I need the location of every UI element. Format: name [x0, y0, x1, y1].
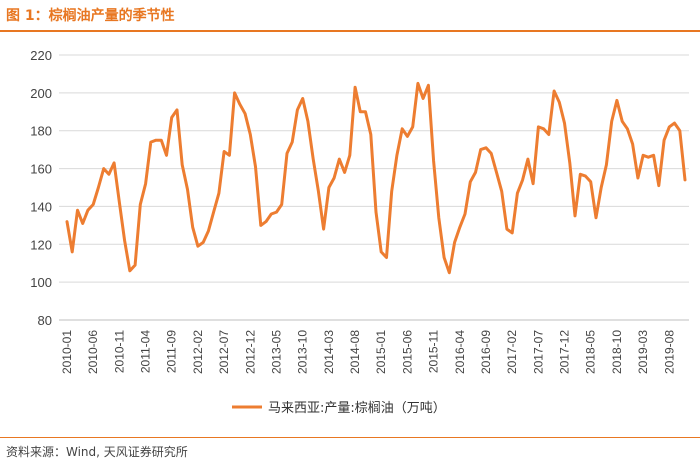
x-tick-label: 2018-10 — [610, 330, 624, 374]
x-tick-label: 2019-08 — [662, 330, 676, 374]
x-tick-label: 2010-06 — [86, 330, 100, 374]
source-note: 资料来源：Wind, 天风证券研究所 — [6, 445, 188, 459]
bottom-divider — [0, 437, 700, 438]
chart-title: 图 1：棕榈油产量的季节性 — [6, 8, 175, 24]
x-tick-label: 2014-03 — [322, 330, 336, 374]
series-line — [65, 81, 687, 275]
x-tick-label: 2011-04 — [139, 330, 153, 373]
x-tick-label: 2017-07 — [531, 330, 545, 374]
legend: 马来西亚:产量:棕榈油（万吨） — [232, 401, 446, 416]
x-tick-label: 2010-11 — [112, 330, 126, 373]
x-tick-label: 2018-05 — [584, 330, 598, 374]
y-tick-label: 180 — [30, 124, 52, 139]
x-tick-label: 2019-03 — [636, 330, 650, 374]
x-tick-label: 2012-02 — [191, 330, 205, 374]
x-tick-label: 2012-12 — [243, 330, 257, 374]
x-axis-ticks: 2010-01 2010-06 2010-11 2011-04 2011-09 2012-… — [60, 330, 676, 374]
y-axis-ticks: 80 100 120 140 160 180 200 220 — [30, 48, 52, 328]
x-tick-label: 2015-11 — [427, 330, 441, 373]
y-tick-label: 220 — [30, 48, 52, 63]
y-tick-label: 160 — [30, 162, 52, 177]
x-tick-label: 2015-06 — [400, 330, 414, 374]
x-tick-label: 2016-04 — [453, 330, 467, 374]
x-tick-label: 2010-01 — [60, 330, 74, 374]
y-tick-label: 200 — [30, 86, 52, 101]
x-tick-label: 2011-09 — [165, 330, 179, 373]
y-tick-label: 80 — [38, 313, 52, 328]
x-tick-label: 2017-02 — [505, 330, 519, 374]
y-tick-label: 120 — [30, 237, 52, 252]
top-divider — [0, 30, 700, 32]
x-tick-label: 2016-09 — [479, 330, 493, 374]
x-tick-label: 2013-10 — [296, 330, 310, 374]
x-tick-label: 2012-07 — [217, 330, 231, 374]
legend-label: 马来西亚:产量:棕榈油（万吨） — [268, 401, 446, 416]
grid-lines — [59, 54, 689, 321]
y-tick-label: 100 — [30, 275, 52, 290]
x-tick-label: 2017-12 — [558, 330, 572, 374]
x-tick-label: 2013-05 — [269, 330, 283, 374]
x-tick-label: 2015-01 — [374, 330, 388, 374]
y-tick-label: 140 — [30, 199, 52, 214]
x-tick-label: 2014-08 — [348, 330, 362, 374]
